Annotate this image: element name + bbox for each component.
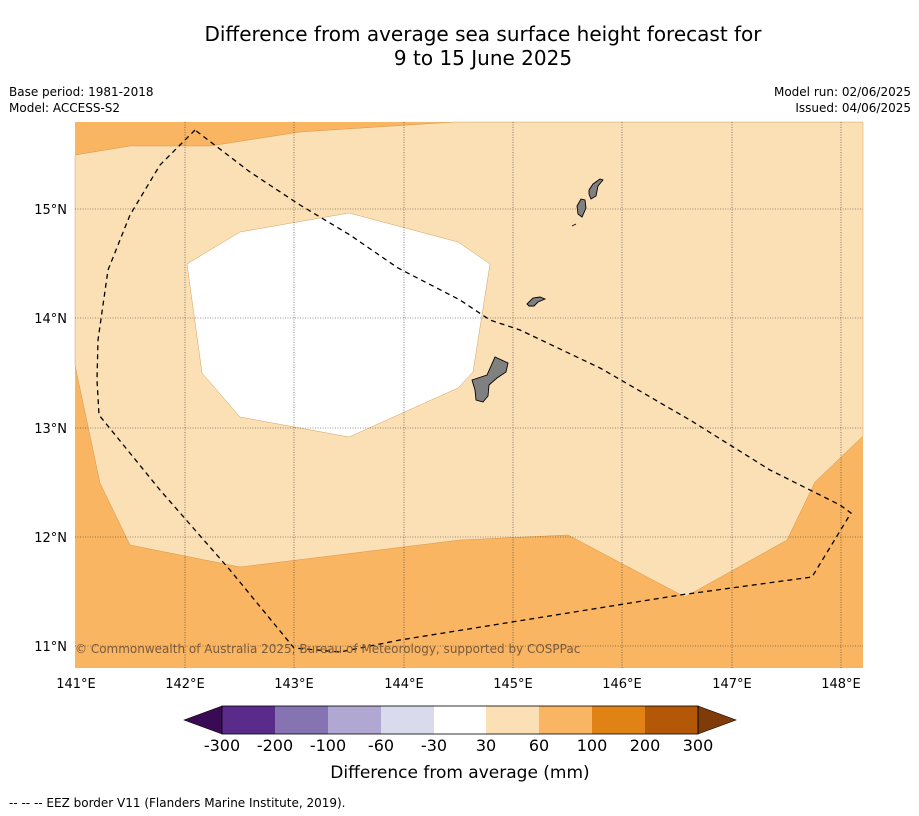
colorbar-tick: -200 (257, 736, 293, 755)
map-title: Difference from average sea surface heig… (0, 22, 919, 70)
zone-neutral (186, 212, 491, 438)
colorbar-swatch (381, 706, 434, 734)
lon-label: 147°E (712, 677, 752, 692)
guam-island (471, 356, 509, 403)
colorbar-tick: -30 (421, 736, 447, 755)
islands (471, 178, 604, 403)
colorbar-swatch (486, 706, 539, 734)
lon-label: 145°E (493, 677, 533, 692)
lat-label: 11°N (34, 640, 67, 655)
lon-label: 146°E (602, 677, 642, 692)
title-line-1: Difference from average sea surface heig… (204, 22, 762, 46)
colorbar-tick: -300 (204, 736, 240, 755)
colorbar (183, 705, 737, 735)
colorbar-tick: -100 (310, 736, 346, 755)
colorbar-tick: 30 (476, 736, 496, 755)
colorbar-ticks: -300 -200 -100 -60 -30 30 60 100 200 300 (204, 736, 713, 755)
gridlines (75, 122, 863, 668)
colorbar-swatch (328, 706, 381, 734)
colorbar-swatch (645, 706, 698, 734)
copyright-text: © Commonwealth of Australia 2025, Bureau… (75, 642, 580, 656)
colorbar-tick: 200 (630, 736, 661, 755)
lat-label: 13°N (34, 422, 67, 437)
lon-label: 142°E (165, 677, 205, 692)
colorbar-swatch (275, 706, 328, 734)
aguijan-island (571, 223, 577, 227)
title-line-2: 9 to 15 June 2025 (393, 46, 573, 70)
colorbar-tick: -60 (368, 736, 394, 755)
issued-date: Issued: 04/06/2025 (795, 101, 911, 115)
colorbar-high-extension (697, 705, 737, 735)
lon-label: 144°E (384, 677, 424, 692)
lon-label: 143°E (274, 677, 314, 692)
colorbar-tick: 300 (683, 736, 714, 755)
lon-label: 141°E (56, 677, 96, 692)
colorbar-tick: 60 (529, 736, 549, 755)
lon-axis: 141°E 142°E 143°E 144°E 145°E 146°E 147°… (56, 677, 861, 692)
eez-footnote: -- -- -- EEZ border V11 (Flanders Marine… (9, 796, 346, 810)
model-name: Model: ACCESS-S2 (9, 101, 121, 115)
colorbar-tick: 100 (577, 736, 608, 755)
colorbar-label: Difference from average (mm) (330, 763, 589, 783)
colorbar-frame (221, 705, 699, 735)
meta-right: Model run: 02/06/2025 Issued: 04/06/2025 (774, 84, 911, 116)
map-panel: © Commonwealth of Australia 2025, Bureau… (74, 121, 864, 668)
colorbar-swatch (434, 706, 486, 734)
saipan-island (588, 178, 604, 200)
lat-label: 12°N (34, 531, 67, 546)
rota-island (526, 296, 547, 307)
tinian-island (576, 198, 587, 218)
colorbar-swatch (222, 706, 275, 734)
lat-label: 14°N (34, 312, 67, 327)
colorbar-swatch (539, 706, 592, 734)
lat-label: 15°N (34, 203, 67, 218)
colorbar-low-extension (183, 705, 223, 735)
colorbar-swatch (592, 706, 645, 734)
lon-label: 148°E (821, 677, 861, 692)
meta-left: Base period: 1981-2018 Model: ACCESS-S2 (9, 84, 154, 116)
lat-axis: 15°N 14°N 13°N 12°N 11°N (34, 203, 67, 655)
base-period: Base period: 1981-2018 (9, 85, 154, 99)
model-run: Model run: 02/06/2025 (773, 85, 911, 99)
